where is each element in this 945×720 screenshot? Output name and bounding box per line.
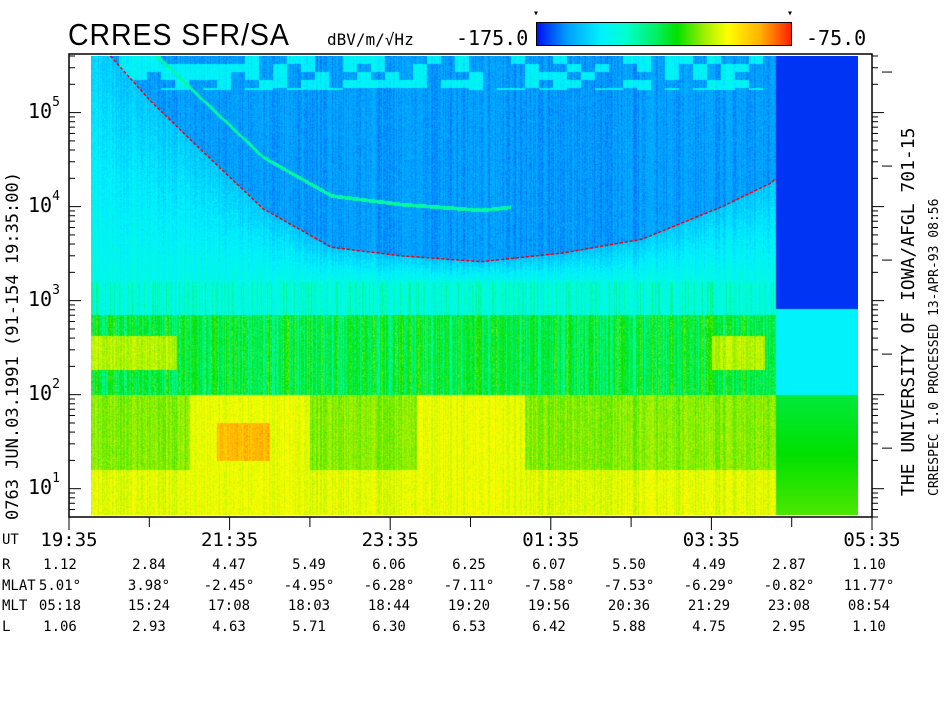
colorbar-min-label: -175.0 — [456, 26, 529, 50]
ephemeris-cell: 4.47 — [212, 557, 246, 573]
spectrogram-heatmap — [91, 56, 858, 515]
ephemeris-cell: 3.98° — [127, 577, 171, 594]
ephemeris-row-label: MLAT — [2, 577, 36, 594]
y-tick-exponent: 5 — [52, 94, 60, 110]
colorbar-units: dBV/m/√Hz — [327, 30, 414, 49]
ephemeris-cell: 1.10 — [852, 618, 886, 635]
y-tick-label: 105 — [28, 95, 60, 123]
y-tick-base: 10 — [28, 98, 53, 123]
ephemeris-cell: -6.28° — [363, 577, 415, 594]
colorbar — [536, 22, 792, 46]
ephemeris-cell: 4.75 — [692, 618, 726, 635]
ephemeris-cell: 1.10 — [852, 557, 886, 573]
ephemeris-cell: -7.53° — [603, 577, 655, 594]
colorbar-min-marker-icon: ▾ — [533, 8, 540, 19]
ephemeris-cell: 23:08 — [767, 598, 811, 614]
y-tick-label: 102 — [28, 377, 60, 405]
ephemeris-cell: 08:54 — [847, 598, 891, 614]
x-tick-label: 01:35 — [522, 529, 580, 551]
ephemeris-cell: -6.29° — [683, 577, 735, 594]
ephemeris-cell: 2.84 — [132, 557, 166, 573]
ephemeris-cell: 6.42 — [532, 618, 566, 635]
ephemeris-cell: -0.82° — [763, 577, 815, 594]
ephemeris-cell: 1.06 — [43, 618, 77, 635]
x-tick-label: 19:35 — [40, 529, 98, 551]
ephemeris-cell: 1.12 — [43, 557, 77, 573]
ephemeris-cell: 5.49 — [292, 557, 326, 573]
ephemeris-cell: 6.25 — [452, 557, 486, 573]
ephemeris-cell: 5.50 — [612, 557, 646, 573]
ephemeris-cell: 18:03 — [287, 598, 331, 614]
y-tick-label: 101 — [28, 471, 60, 499]
x-tick-label: 05:35 — [843, 529, 901, 551]
y-tick-label: 103 — [28, 283, 60, 311]
ephemeris-cell: 20:36 — [607, 598, 651, 614]
ephemeris-cell: 6.06 — [372, 557, 406, 573]
ephemeris-cell: -7.11° — [443, 577, 495, 594]
ephemeris-cell: 5.71 — [292, 618, 326, 635]
ephemeris-cell: 19:20 — [447, 598, 491, 614]
ephemeris-cell: 6.07 — [532, 557, 566, 573]
ephemeris-cell: 11.77° — [843, 577, 895, 594]
ephemeris-cell: 2.95 — [772, 618, 806, 635]
ephemeris-cell: 19:56 — [527, 598, 571, 614]
ephemeris-cell: 2.87 — [772, 557, 806, 573]
right-caption-processing: CRRESPEC 1.0 PROCESSED 13-APR-93 08:56 — [927, 198, 942, 496]
plot-frame — [68, 53, 873, 518]
y-tick-base: 10 — [28, 286, 53, 311]
x-tick-label: 03:35 — [682, 529, 740, 551]
ut-row-label: UT — [2, 532, 19, 548]
ephemeris-cell: 5.01° — [38, 577, 82, 594]
y-tick-base: 10 — [28, 192, 53, 217]
ephemeris-cell: -4.95° — [283, 577, 335, 594]
chart-title: CRRES SFR/SA — [68, 17, 290, 52]
overlay-curve — [109, 55, 777, 263]
ephemeris-cell: 21:29 — [687, 598, 731, 614]
ephemeris-cell: -2.45° — [203, 577, 255, 594]
ephemeris-row-label: L — [2, 618, 11, 635]
right-caption-institution: THE UNIVERSITY OF IOWA/AFGL 701-15 — [898, 127, 919, 496]
ephemeris-cell: 18:44 — [367, 598, 411, 614]
colorbar-max-label: -75.0 — [806, 26, 867, 50]
ephemeris-cell: 17:08 — [207, 598, 251, 614]
ephemeris-row-label: MLT — [2, 598, 28, 614]
ephemeris-cell: 2.93 — [132, 618, 166, 635]
x-tick-label: 21:35 — [200, 529, 259, 551]
ephemeris-cell: 05:18 — [38, 598, 82, 614]
y-tick-exponent: 2 — [52, 376, 60, 392]
ephemeris-cell: 5.88 — [612, 618, 646, 635]
ephemeris-cell: -7.58° — [523, 577, 575, 594]
colorbar-max-marker-icon: ▾ — [787, 8, 794, 19]
ephemeris-cell: 4.49 — [692, 557, 726, 573]
ephemeris-cell: 6.30 — [372, 618, 406, 635]
ephemeris-cell: 15:24 — [127, 598, 171, 614]
y-tick-base: 10 — [28, 380, 53, 405]
y-tick-exponent: 4 — [52, 188, 60, 204]
x-tick-label: 23:35 — [361, 529, 419, 551]
y-tick-exponent: 1 — [52, 470, 60, 486]
y-tick-exponent: 3 — [52, 282, 60, 298]
ephemeris-cell: 6.53 — [452, 618, 486, 635]
left-caption: 0763 JUN.03.1991 (91-154 19:35:00) — [3, 172, 23, 520]
ephemeris-row-label: R — [2, 557, 11, 573]
y-tick-label: 104 — [28, 189, 60, 217]
y-tick-base: 10 — [28, 474, 53, 499]
ephemeris-cell: 4.63 — [212, 618, 246, 635]
